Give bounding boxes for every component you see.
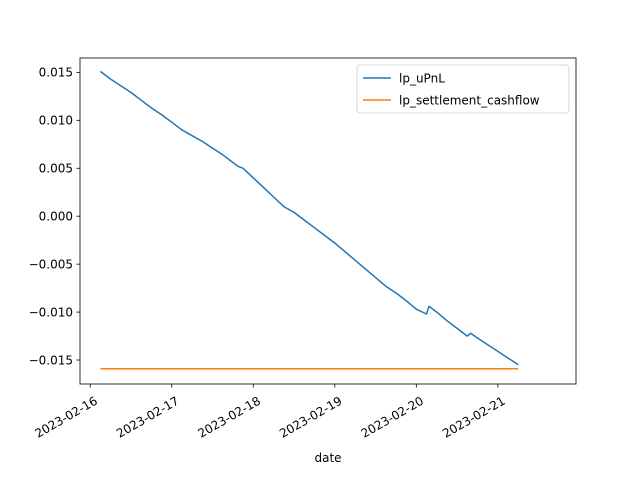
- series-line-lp-uPnL: [99, 70, 519, 366]
- y-tick-label: −0.015: [29, 353, 73, 367]
- x-axis-label: date: [314, 451, 341, 465]
- y-tick-label: 0.010: [39, 114, 73, 128]
- y-tick-label: −0.005: [29, 257, 73, 271]
- x-tick-label: 2023-02-20: [359, 394, 426, 441]
- x-tick-label: 2023-02-19: [277, 394, 344, 441]
- y-tick-label: 0.015: [39, 66, 73, 80]
- series-lines: [99, 70, 519, 370]
- legend-entry-label: lp_settlement_cashflow: [399, 93, 540, 107]
- y-tick-label: 0.005: [39, 162, 73, 176]
- y-tick-label: 0.000: [39, 210, 73, 224]
- x-tick-label: 2023-02-17: [114, 394, 181, 441]
- legend-entry-label: lp_uPnL: [399, 71, 445, 85]
- plot-area-frame: [79, 57, 577, 385]
- x-tick-label: 2023-02-21: [440, 394, 507, 441]
- y-tick-label: −0.010: [29, 305, 73, 319]
- x-tick-label: 2023-02-16: [32, 394, 99, 441]
- x-tick-label: 2023-02-18: [196, 394, 263, 441]
- legend: lp_uPnL lp_settlement_cashflow: [356, 64, 570, 114]
- legend-box: [356, 64, 570, 114]
- x-axis-ticks: 2023-02-16 2023-02-17 2023-02-18 2023-02-19…: [32, 384, 508, 441]
- y-axis-ticks: 0.015 0.010 0.005 0.000 −0.005 −0.010 −0.015: [29, 66, 80, 367]
